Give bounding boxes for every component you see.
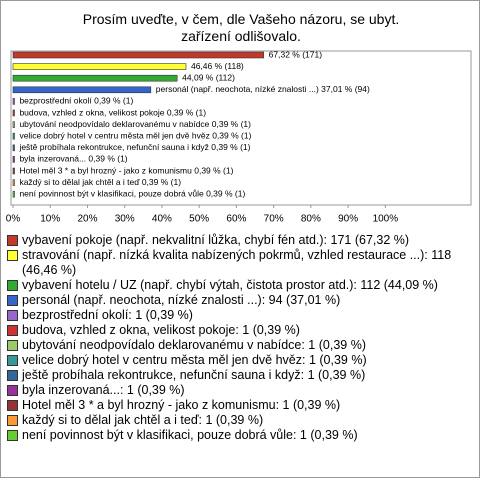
bar (12, 167, 15, 175)
bar (12, 132, 15, 140)
legend-label: stravování (např. nízká kvalita nabízený… (22, 248, 452, 277)
legend-item: byla inzerovaná...: 1 (0,39 %) (7, 383, 471, 398)
x-tick-label: 50% (189, 214, 209, 225)
bar-label: byla inzerovaná... 0,39 % (1) (19, 154, 127, 164)
legend-item: není povinnost být v klasifikaci, pouze … (7, 428, 471, 443)
legend-item: stravování (např. nízká kvalita nabízený… (7, 248, 471, 278)
bar (12, 74, 178, 82)
bar-label: ještě probíhala rekontrukce, nefunční sa… (18, 142, 250, 152)
x-tick-label: 90% (338, 214, 358, 225)
legend-item: ještě probíhala rekontrukce, nefunční sa… (7, 368, 471, 383)
x-tick-label: 100% (373, 214, 399, 225)
bar (12, 144, 15, 152)
bar (12, 86, 152, 94)
legend-swatch (7, 295, 18, 306)
bar-label: Hotel měl 3 * a byl hrozný - jako z komu… (19, 165, 233, 175)
legend-label: budova, vzhled z okna, velikost pokoje: … (22, 323, 300, 337)
bar (12, 190, 15, 198)
bar-label: ubytování neodpovídalo deklarovanému v n… (19, 119, 251, 129)
x-tick-label: 0% (6, 214, 21, 225)
legend-item: personál (např. neochota, nízké znalosti… (7, 293, 471, 308)
x-tick-label: 40% (152, 214, 172, 225)
bar-label: personál (např. neochota, nízké znalosti… (156, 84, 370, 94)
legend-label: každý si to dělal jak chtěl a i teď: 1 (… (22, 413, 264, 427)
bar (12, 98, 15, 105)
legend-item: bezprostřední okolí: 1 (0,39 %) (7, 308, 471, 323)
legend-label: není povinnost být v klasifikaci, pouze … (22, 428, 358, 442)
bar (12, 63, 187, 70)
bar-label: bezprostřední okolí 0,39 % (1) (19, 96, 133, 106)
legend-swatch (7, 325, 18, 336)
x-tick-label: 80% (301, 214, 321, 225)
legend-swatch (7, 430, 18, 441)
legend-label: vybavení hotelu / UZ (např. chybí výtah,… (22, 278, 438, 292)
legend-label: byla inzerovaná...: 1 (0,39 %) (22, 383, 185, 397)
legend-swatch (7, 355, 18, 366)
chart-title: Prosím uveďte, v čem, dle Vašeho názoru,… (82, 11, 400, 44)
bar-label: není povinnost být v klasifikaci, pouze … (19, 188, 245, 198)
legend: vybavení pokoje (např. nekvalitní lůžka,… (7, 233, 471, 443)
legend-label: ubytování neodpovídalo deklarovanému v n… (22, 338, 366, 352)
bar (12, 51, 264, 59)
legend-swatch (7, 250, 18, 261)
x-tick-label: 20% (77, 214, 97, 225)
bar-label: každý si to dělal jak chtěl a i teď 0,39… (19, 177, 181, 187)
bar-label: velice dobrý hotel v centru města měl je… (19, 130, 251, 140)
legend-label: ještě probíhala rekontrukce, nefunční sa… (22, 368, 366, 382)
legend-swatch (7, 385, 18, 396)
bar-label: 46,46 % (118) (191, 61, 244, 71)
bar (12, 109, 15, 117)
legend-label: velice dobrý hotel v centru města měl je… (22, 353, 367, 367)
bar-label: 67,32 % (171) (269, 49, 323, 59)
legend-label: bezprostřední okolí: 1 (0,39 %) (22, 308, 193, 322)
plot-frame (10, 50, 472, 206)
legend-item: ubytování neodpovídalo deklarovanému v n… (7, 338, 471, 353)
bar-label: budova, vzhled z okna, velikost pokoje 0… (19, 107, 206, 117)
legend-item: budova, vzhled z okna, velikost pokoje: … (7, 323, 471, 338)
bar-label: 44,09 % (112) (182, 72, 235, 82)
legend-item: vybavení pokoje (např. nekvalitní lůžka,… (7, 233, 471, 248)
legend-swatch (7, 310, 18, 321)
legend-item: každý si to dělal jak chtěl a i teď: 1 (… (7, 413, 471, 428)
plot: 0% 10% 20% 30% 40% 50% 60% 70% 80% 90% 100% 67,32 %… (6, 49, 472, 225)
x-tick-label: 70% (264, 214, 284, 225)
legend-item: velice dobrý hotel v centru města měl je… (7, 353, 471, 368)
legend-swatch (7, 370, 18, 381)
legend-swatch (7, 235, 18, 246)
legend-item: Hotel měl 3 * a byl hrozný - jako z komu… (7, 398, 471, 413)
legend-swatch (7, 400, 18, 411)
bar (12, 121, 15, 128)
bar (12, 156, 15, 163)
x-tick-label: 60% (226, 214, 246, 225)
legend-item: vybavení hotelu / UZ (např. chybí výtah,… (7, 278, 471, 293)
x-tick-label: 10% (40, 214, 60, 225)
legend-label: Hotel měl 3 * a byl hrozný - jako z komu… (22, 398, 341, 412)
legend-label: vybavení pokoje (např. nekvalitní lůžka,… (22, 233, 410, 247)
legend-swatch (7, 415, 18, 426)
legend-label: personál (např. neochota, nízké znalosti… (22, 293, 341, 307)
legend-swatch (7, 280, 18, 291)
x-tick-label: 30% (115, 214, 135, 225)
bar (12, 179, 15, 186)
legend-swatch (7, 340, 18, 351)
